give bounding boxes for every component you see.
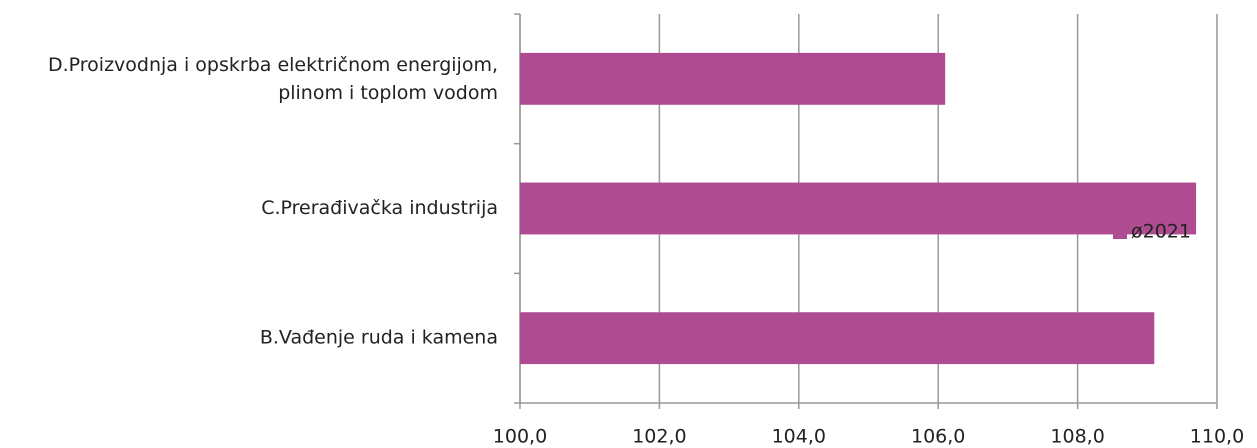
y-tick-label: C.Prerađivačka industrija — [261, 197, 498, 219]
legend-swatch — [1113, 225, 1127, 239]
x-tick-label: 104,0 — [772, 426, 826, 448]
x-tick-label: 108,0 — [1050, 426, 1104, 448]
bar — [520, 182, 1197, 235]
y-tick-label: D.Proizvodnja i opskrba električnom ener… — [48, 53, 498, 103]
x-tick-label: 102,0 — [632, 426, 686, 448]
bar — [520, 312, 1155, 365]
bar — [520, 52, 946, 105]
y-tick-label: B.Vađenje ruda i kamena — [260, 327, 498, 349]
x-tick-label: 110,0 — [1190, 426, 1244, 448]
x-tick-label: 106,0 — [911, 426, 965, 448]
x-tick-label: 100,0 — [493, 426, 547, 448]
legend-label: ø2021 — [1131, 221, 1191, 243]
